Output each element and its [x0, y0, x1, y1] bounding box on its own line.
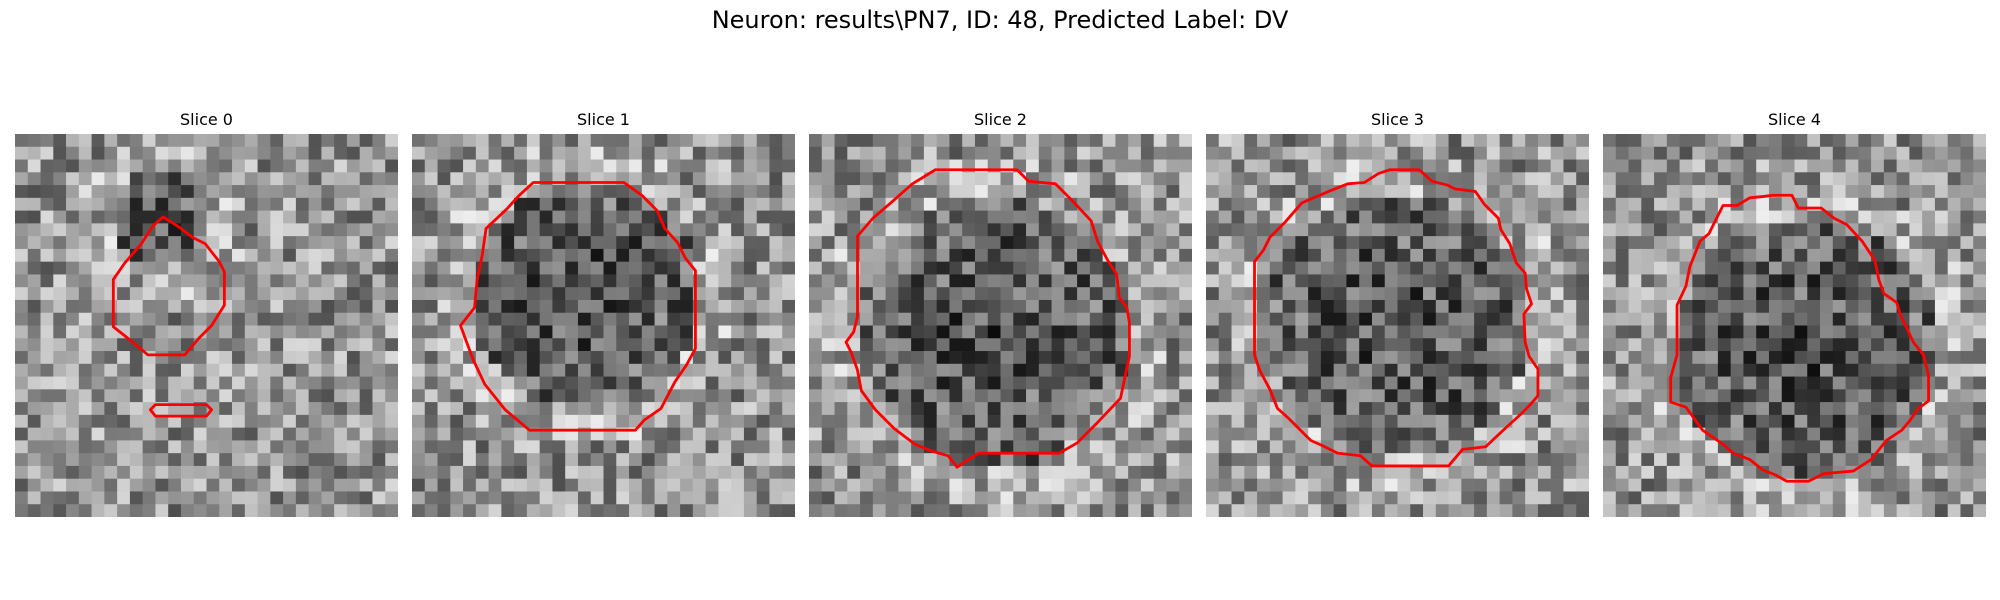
slice-image-2	[809, 134, 1192, 517]
slice-panel-1: Slice 1	[412, 110, 795, 518]
segmentation-contour-3	[1253, 168, 1540, 468]
segmentation-contour-1	[459, 181, 697, 432]
segmentation-contour-4	[1669, 193, 1930, 483]
figure-title: Neuron: results\PN7, ID: 48, Predicted L…	[711, 6, 1289, 34]
pixel-texture	[1206, 134, 1589, 517]
segmentation-contour-2	[844, 168, 1131, 469]
segmentation-contour-0	[111, 215, 226, 357]
slice-panel-3: Slice 3	[1206, 110, 1589, 518]
slice-panel-0: Slice 0	[15, 110, 398, 518]
segmentation-contour-0b	[148, 403, 214, 418]
slice-image-4	[1603, 134, 1986, 517]
slice-title-2: Slice 2	[974, 110, 1027, 129]
slice-title-4: Slice 4	[1768, 110, 1821, 129]
slice-title-3: Slice 3	[1371, 110, 1424, 129]
slice-image-3	[1206, 134, 1589, 517]
slice-panel-4: Slice 4	[1603, 110, 1986, 518]
slice-title-1: Slice 1	[577, 110, 630, 129]
pixel-texture	[1603, 134, 1986, 517]
slice-image-1	[412, 134, 795, 517]
pixel-texture	[809, 134, 1192, 517]
slice-image-0	[15, 134, 398, 517]
slice-title-0: Slice 0	[180, 110, 233, 129]
pixel-texture	[15, 134, 398, 517]
slice-panel-2: Slice 2	[809, 110, 1192, 518]
pixel-texture	[412, 134, 795, 517]
